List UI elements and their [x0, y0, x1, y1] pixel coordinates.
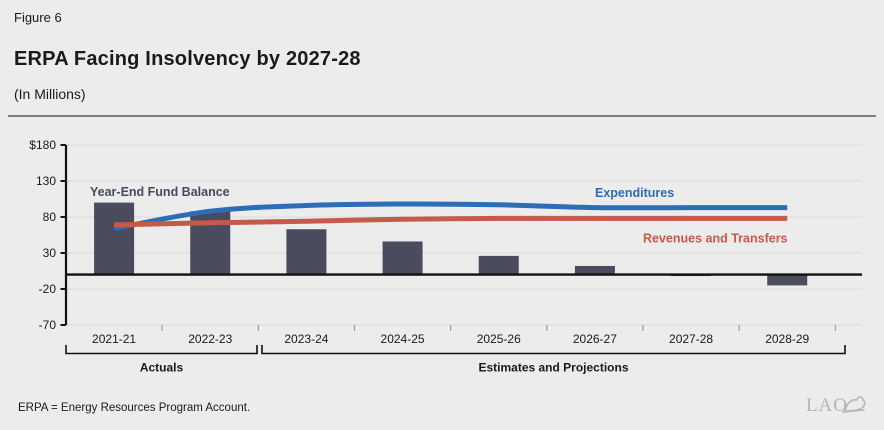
- bar-2024-25: [382, 241, 423, 275]
- x-tick-label: 2022-23: [188, 332, 232, 346]
- x-tick-label: 2025-26: [477, 332, 521, 346]
- series-label-expenditures: Expenditures: [595, 186, 674, 200]
- y-tick-label: -70: [39, 318, 57, 332]
- y-tick-label: 130: [36, 174, 56, 188]
- x-tick-label: 2024-25: [381, 332, 425, 346]
- expenditures-line: [113, 201, 788, 231]
- bar-2026-27: [574, 265, 615, 275]
- lao-logo-text: LAO: [805, 395, 848, 416]
- x-tick-label: 2023-24: [284, 332, 328, 346]
- y-tick-label: 80: [43, 210, 57, 224]
- chart-subtitle: (In Millions): [14, 86, 86, 102]
- bar-2028-29: [767, 274, 808, 286]
- bar-2023-24: [286, 229, 327, 275]
- x-tick-label: 2027-28: [669, 332, 713, 346]
- chart-title: ERPA Facing Insolvency by 2027-28: [14, 48, 361, 70]
- bar-2025-26: [478, 255, 519, 275]
- group-label: Actuals: [140, 361, 184, 375]
- group-bracket: [261, 345, 846, 355]
- lao-logo: LAO: [806, 394, 868, 418]
- series-label-revenues: Revenues and Transfers: [643, 232, 788, 246]
- y-tick-label: $180: [29, 138, 56, 152]
- y-tick-label: -20: [39, 282, 57, 296]
- bar-2021-21: [94, 202, 135, 275]
- group-bracket: [65, 345, 258, 355]
- x-tick-label: 2026-27: [573, 332, 617, 346]
- header-divider: [8, 115, 876, 117]
- revenues-line: [114, 215, 788, 228]
- group-label: Estimates and Projections: [478, 361, 628, 375]
- footnote: ERPA = Energy Resources Program Account.: [18, 402, 251, 414]
- series-label-fund-balance: Year-End Fund Balance: [90, 185, 230, 199]
- y-tick-label: 30: [43, 246, 57, 260]
- x-tick-label: 2028-29: [765, 332, 809, 346]
- lao-bear-icon: [842, 396, 866, 413]
- x-tick-label: 2021-21: [92, 332, 136, 346]
- figure-label: Figure 6: [14, 10, 62, 25]
